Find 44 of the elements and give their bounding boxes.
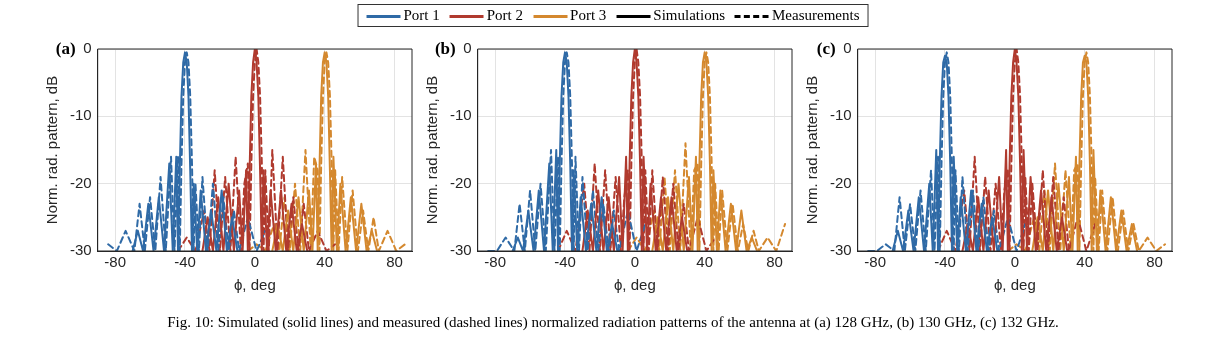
y-axis-title: Norm. rad. pattern, dB xyxy=(43,75,61,225)
y-tick-label: -10 xyxy=(449,106,472,124)
y-tick-label: 0 xyxy=(843,39,852,57)
x-tick-label: 40 xyxy=(316,253,334,271)
line-series xyxy=(557,49,717,251)
x-tick-label: 0 xyxy=(1010,253,1020,271)
y-tick-label: -10 xyxy=(829,106,852,124)
y-tick-label: -30 xyxy=(69,241,92,259)
x-tick-label: 40 xyxy=(696,253,714,271)
x-tick-label: 80 xyxy=(386,253,403,271)
x-tick-label: -80 xyxy=(484,253,506,271)
line-series xyxy=(107,51,267,251)
x-axis-title: ϕ, deg xyxy=(993,276,1036,294)
x-tick-label: -40 xyxy=(934,253,956,271)
x-tick-label: 0 xyxy=(250,253,260,271)
y-tick-label: -10 xyxy=(69,106,92,124)
y-tick-label: 0 xyxy=(83,39,92,57)
x-axis-title: ϕ, deg xyxy=(613,276,656,294)
x-tick-label: 80 xyxy=(1146,253,1163,271)
y-tick-label: -30 xyxy=(829,241,852,259)
y-tick-label: 0 xyxy=(463,39,472,57)
x-tick-label: -80 xyxy=(864,253,886,271)
legend-label: Port 1 xyxy=(402,7,440,24)
y-tick-label: -30 xyxy=(449,241,472,259)
x-axis-title: ϕ, deg xyxy=(233,276,276,294)
x-tick-label: 40 xyxy=(1076,253,1094,271)
caption: Fig. 10: Simulated (solid lines) and measured (dashed lines) normalized radiation patterns of the antenna at (a) 128 GHz, (b) 130 GHz, (c) 132 GHz. xyxy=(166,314,1060,331)
y-tick-label: -20 xyxy=(829,173,852,191)
chart-title: (b) xyxy=(434,39,456,59)
legend-label: Measurements xyxy=(771,7,860,24)
y-axis-title: Norm. rad. pattern, dB xyxy=(423,75,441,225)
y-axis-title: Norm. rad. pattern, dB xyxy=(803,75,821,225)
x-tick-label: -40 xyxy=(554,253,576,271)
x-tick-label: 0 xyxy=(630,253,640,271)
chart-title: (c) xyxy=(816,39,836,59)
chart-title: (a) xyxy=(55,39,76,59)
legend-label: Port 3 xyxy=(569,7,607,24)
x-tick-label: -80 xyxy=(104,253,126,271)
legend-label: Simulations xyxy=(652,7,725,24)
y-tick-label: -20 xyxy=(69,173,92,191)
y-tick-label: -20 xyxy=(449,173,472,191)
x-tick-label: 80 xyxy=(766,253,783,271)
legend-label: Port 2 xyxy=(485,7,524,24)
x-tick-label: -40 xyxy=(174,253,196,271)
